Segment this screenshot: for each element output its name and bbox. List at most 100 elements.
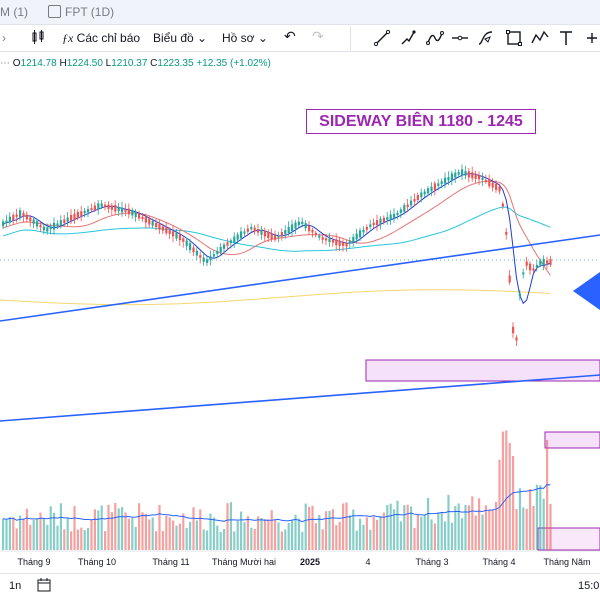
volume-bar [321, 529, 324, 550]
candle [274, 235, 277, 240]
candle [172, 231, 175, 237]
brush-icon[interactable] [399, 29, 417, 47]
candle [491, 182, 494, 188]
volume-bar [46, 524, 49, 550]
volume-bar [124, 512, 127, 550]
candle [144, 216, 147, 223]
candle [107, 204, 110, 209]
ma-mid-line [2, 180, 551, 276]
candle [168, 230, 171, 234]
candle [396, 212, 399, 215]
indicators-button[interactable]: ƒx Các chỉ báo [62, 31, 140, 46]
candle [121, 207, 124, 213]
undo-icon[interactable]: ↶ [284, 28, 296, 44]
volume-bar [382, 512, 385, 550]
chevron-right-icon[interactable]: › [2, 31, 6, 45]
interval-button[interactable]: 1n [9, 580, 22, 592]
volume-bar [93, 509, 96, 550]
candle [389, 214, 392, 220]
candle [382, 217, 385, 223]
candle [73, 213, 76, 220]
volume-bar [406, 504, 409, 550]
candle [410, 200, 413, 206]
lower-trendline[interactable] [0, 374, 600, 422]
volume-bar [331, 509, 334, 550]
volume-bar [488, 509, 491, 550]
candle [185, 240, 188, 247]
curve-icon[interactable] [477, 29, 495, 47]
volume-bar [127, 518, 130, 550]
candle [542, 258, 545, 266]
horizontal-line-icon[interactable] [451, 29, 469, 47]
candles-icon[interactable] [30, 29, 46, 48]
sideway-annotation[interactable]: SIDEWAY BIÊN 1180 - 1245 [306, 109, 536, 134]
upper-trendline[interactable] [0, 234, 600, 322]
wave-pattern-icon[interactable] [531, 29, 549, 47]
candle [355, 233, 358, 240]
volume-bar [8, 517, 11, 550]
volume-bar [263, 519, 266, 550]
x-tick-label: Tháng Năm [543, 557, 590, 567]
x-tick-label: Tháng 4 [482, 557, 515, 567]
candle [318, 235, 321, 238]
volume-bar [495, 501, 498, 550]
redo-icon[interactable]: ↷ [312, 28, 324, 44]
candle [420, 192, 423, 198]
candle [175, 232, 178, 239]
tab-symbol[interactable]: FPT (1D) [48, 5, 114, 19]
volume-bar [155, 531, 158, 550]
candles-group [2, 164, 552, 347]
volume-bar [148, 519, 151, 550]
candle [46, 227, 49, 232]
volume-bar [134, 526, 137, 550]
candle [365, 226, 368, 230]
candle [488, 179, 491, 187]
candle [518, 293, 521, 297]
candle [287, 226, 290, 233]
candle [393, 213, 396, 218]
candle [335, 239, 338, 246]
volume-bar [546, 440, 549, 550]
candle [522, 272, 525, 275]
candle [474, 173, 477, 179]
volume-bar [450, 522, 453, 550]
change-value: +12.35 (+1.02%) [196, 58, 271, 69]
volume-bar [80, 527, 83, 550]
candle [178, 234, 181, 241]
volume-bar [246, 516, 249, 550]
volume-bar [365, 517, 368, 550]
candle [423, 191, 426, 195]
profile-button[interactable]: Hồ sơ ⌄ [222, 31, 268, 45]
volume-bar [308, 506, 311, 550]
volume-bar [284, 529, 287, 550]
volume-bar [104, 531, 107, 550]
calendar-range-icon[interactable] [36, 577, 52, 596]
text-tool-icon[interactable] [557, 29, 575, 47]
candle [450, 173, 453, 181]
candle [70, 215, 73, 221]
path-icon[interactable] [426, 29, 444, 47]
volume-bar [233, 531, 236, 550]
candle [114, 205, 117, 212]
volume-bar [359, 518, 362, 550]
trend-line-icon[interactable] [373, 29, 391, 47]
volume-bar [19, 515, 22, 550]
volume-bar [29, 524, 32, 550]
volume-bar [243, 522, 246, 550]
candle [59, 220, 62, 226]
candle [104, 204, 107, 208]
rectangle-icon[interactable] [505, 29, 523, 47]
volume-bar [165, 515, 168, 550]
candle [399, 209, 402, 213]
dots-icon[interactable]: ⋯ [0, 58, 10, 69]
volume-bar [539, 485, 542, 550]
volume-bar [97, 510, 100, 550]
volume-bar [158, 504, 161, 550]
tab-bar: M (1) FPT (1D) [0, 0, 600, 25]
volume-bar [175, 525, 178, 550]
measure-icon[interactable] [583, 29, 600, 47]
tab-layout[interactable]: M (1) [0, 5, 28, 19]
chart-button[interactable]: Biểu đồ ⌄ [153, 31, 207, 45]
volume-bar [253, 528, 256, 550]
